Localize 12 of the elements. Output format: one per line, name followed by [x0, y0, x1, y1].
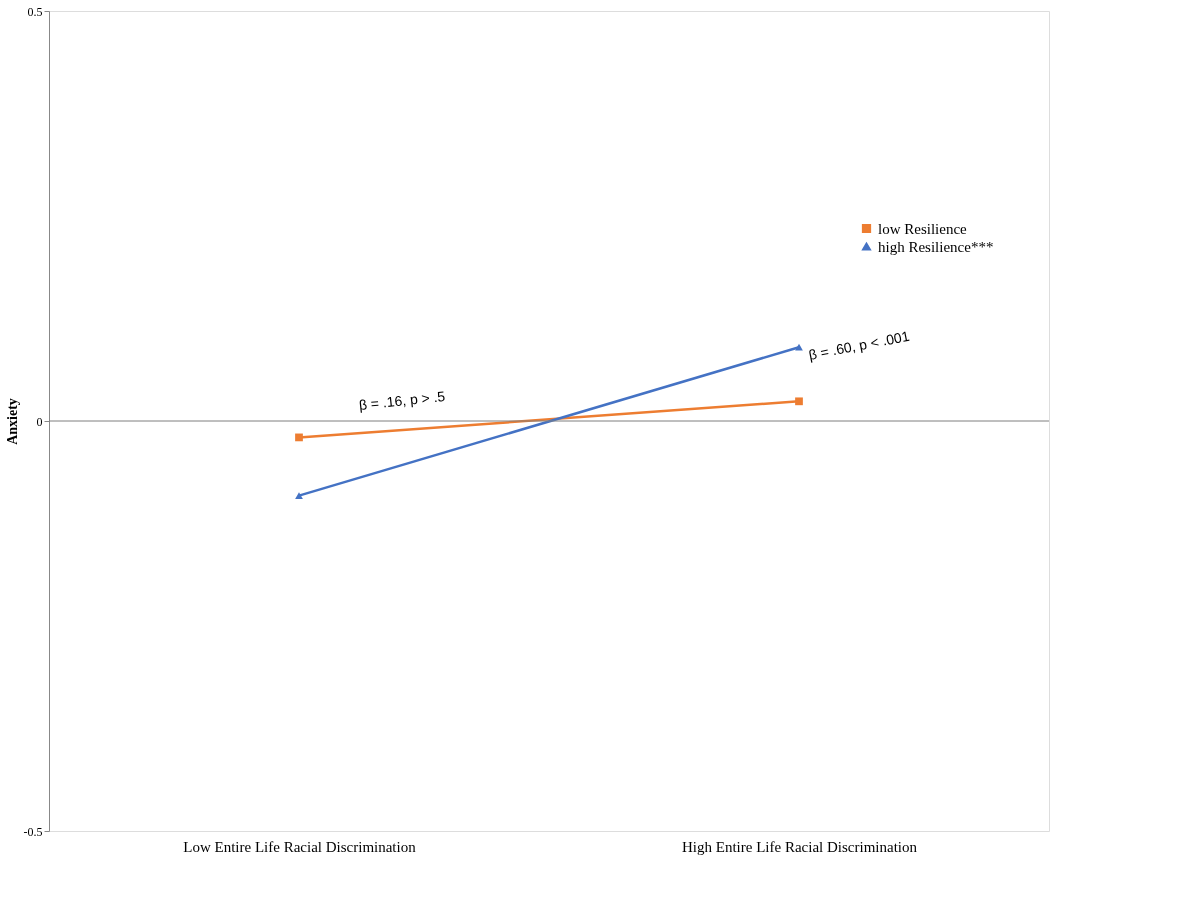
annotation: β = .60, p < .001: [807, 327, 911, 363]
annotation: β = .16, p > .5: [358, 387, 447, 413]
legend-label: low Resilience: [878, 220, 968, 237]
y-axis-title: Anxiety: [4, 398, 20, 445]
x-tick-label: High Entire Life Racial Discrimination: [682, 838, 918, 855]
y-tick-label: -0.5: [23, 824, 43, 839]
point: [795, 397, 803, 406]
point: [295, 433, 303, 442]
y-tick-label: 0: [36, 414, 43, 429]
y-tick-label: 0.5: [27, 4, 43, 19]
x-tick-label: Low Entire Life Racial Discrimination: [183, 838, 417, 855]
legend-label: high Resilience***: [878, 238, 994, 255]
